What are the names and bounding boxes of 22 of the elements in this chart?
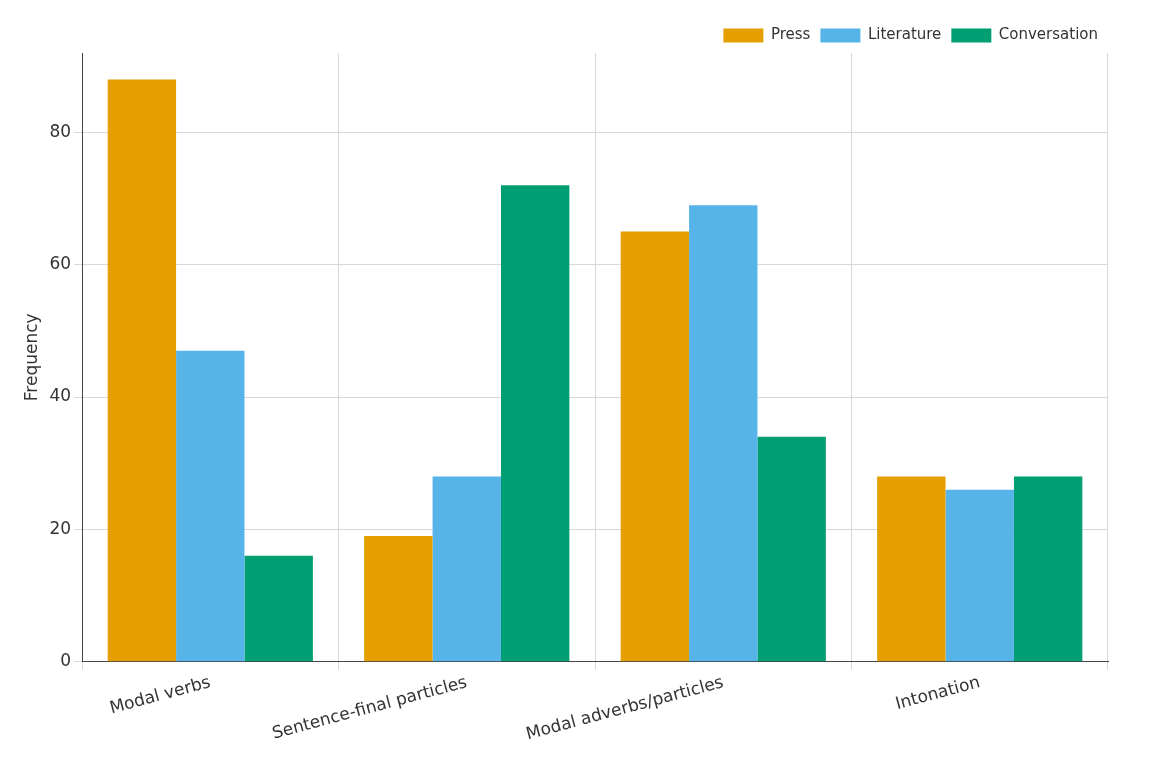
bar (757, 436, 826, 662)
y-tick-label: 80 (49, 120, 72, 141)
legend-label: Press (770, 25, 811, 44)
y-axis-title: Frequency (20, 313, 41, 402)
y-tick-label: 0 (60, 650, 72, 671)
bar (620, 231, 690, 662)
bar (500, 185, 570, 662)
bar (364, 535, 433, 662)
y-tick-label: 40 (49, 385, 72, 406)
y-tick-label: 60 (49, 253, 72, 274)
bar (432, 476, 501, 662)
bar (877, 476, 946, 662)
bar (176, 350, 245, 662)
bar (244, 555, 313, 662)
legend-label: Literature (867, 25, 942, 44)
bar (689, 205, 758, 662)
legend-label: Conversation (998, 25, 1098, 44)
y-tick-label: 20 (49, 517, 72, 538)
x-tick-label: Modal verbs (107, 671, 213, 718)
bar (107, 79, 177, 662)
bar (1013, 476, 1083, 662)
bar (945, 489, 1014, 662)
